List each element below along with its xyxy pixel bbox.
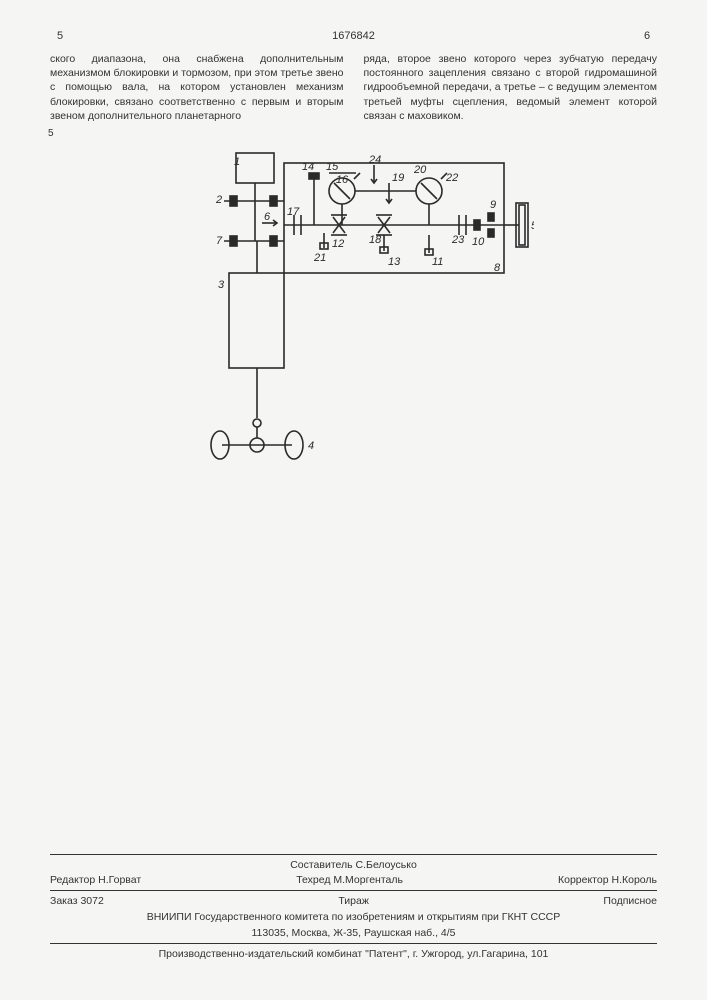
- org-line2: 113035, Москва, Ж-35, Раушская наб., 4/5: [50, 927, 657, 939]
- label-8: 8: [494, 262, 501, 274]
- label-5: 5: [531, 220, 534, 232]
- footer: Составитель С.Белоусько Редактор Н.Горва…: [50, 850, 657, 960]
- label-16: 16: [335, 174, 348, 186]
- label-15: 15: [326, 161, 339, 173]
- compiler-name: С.Белоусько: [356, 859, 417, 871]
- editor-label: Редактор: [50, 874, 95, 886]
- label-11: 11: [432, 256, 443, 268]
- org-line1: ВНИИПИ Государственного комитета по изоб…: [50, 911, 657, 923]
- line-marker: 5: [48, 128, 54, 139]
- tirazh-label: Тираж: [338, 895, 369, 907]
- label-4: 4: [308, 440, 314, 452]
- label-3: 3: [218, 279, 225, 291]
- label-14: 14: [302, 161, 314, 173]
- label-21: 21: [313, 252, 326, 264]
- right-column: ряда, второе звено которого через зубчат…: [364, 52, 658, 123]
- techred-label: Техред: [296, 874, 330, 886]
- order-label: Заказ: [50, 895, 78, 907]
- label-13: 13: [388, 256, 401, 268]
- production-line: Производственно-издательский комбинат "П…: [50, 948, 657, 960]
- header: 5 1676842 6: [50, 30, 657, 42]
- divider: [50, 890, 657, 891]
- subscription-label: Подписное: [603, 895, 657, 907]
- page-number-right: 6: [637, 30, 657, 42]
- label-18: 18: [369, 234, 382, 246]
- label-22: 22: [445, 172, 458, 184]
- compiler-line: Составитель С.Белоусько: [50, 859, 657, 871]
- order-num: 3072: [80, 895, 103, 907]
- divider: [50, 943, 657, 944]
- label-1: 1: [234, 156, 240, 168]
- text-columns: ского диапазона, она снабжена дополнител…: [50, 52, 657, 123]
- left-column: ского диапазона, она снабжена дополнител…: [50, 52, 344, 123]
- label-17: 17: [287, 206, 300, 218]
- technical-diagram: 1 2 3 4 5 6 7 8 9 10 11 12 13 14 15 16 1…: [50, 143, 657, 486]
- label-12: 12: [332, 238, 344, 250]
- page-number-left: 5: [50, 30, 70, 42]
- compiler-label: Составитель: [290, 859, 352, 871]
- label-23: 23: [451, 234, 465, 246]
- corrector-name: Н.Король: [611, 874, 657, 886]
- label-10: 10: [472, 236, 485, 248]
- label-6: 6: [264, 211, 271, 223]
- label-9: 9: [490, 199, 496, 211]
- label-7: 7: [216, 235, 223, 247]
- label-24: 24: [368, 154, 381, 166]
- label-20: 20: [413, 164, 427, 176]
- label-2: 2: [215, 194, 222, 206]
- document-number: 1676842: [70, 30, 637, 42]
- techred-name: М.Моргенталь: [333, 874, 403, 886]
- corrector-label: Корректор: [558, 874, 609, 886]
- editor-name: Н.Горват: [98, 874, 141, 886]
- divider: [50, 854, 657, 855]
- label-19: 19: [392, 172, 404, 184]
